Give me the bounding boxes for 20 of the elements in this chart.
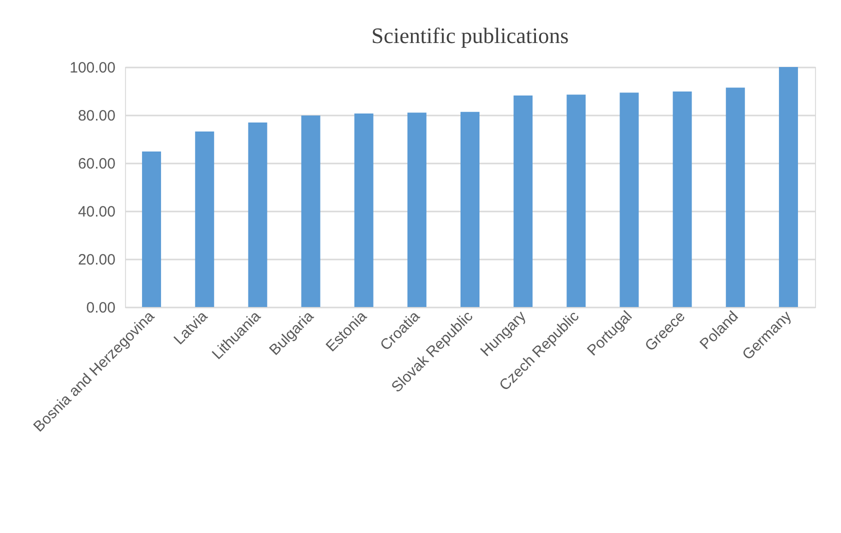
- bar: [248, 122, 268, 307]
- y-tick-label: 60.00: [78, 156, 116, 172]
- y-tick-label: 100.00: [70, 60, 116, 76]
- bar: [672, 91, 692, 307]
- bar: [407, 112, 426, 307]
- bar: [566, 94, 586, 307]
- y-tick-label: 0.00: [86, 300, 116, 316]
- bar: [142, 151, 162, 307]
- bar: [354, 114, 374, 307]
- bar: [620, 92, 639, 307]
- y-tick-label: 40.00: [78, 204, 116, 220]
- bar: [460, 112, 480, 307]
- bar: [726, 88, 745, 307]
- y-tick-label: 20.00: [78, 252, 116, 268]
- y-tick-label: 80.00: [78, 108, 116, 124]
- bar: [301, 115, 320, 307]
- bar: [195, 132, 214, 307]
- chart-title: Scientific publications: [371, 23, 569, 48]
- bar: [778, 67, 798, 307]
- bar: [514, 96, 533, 307]
